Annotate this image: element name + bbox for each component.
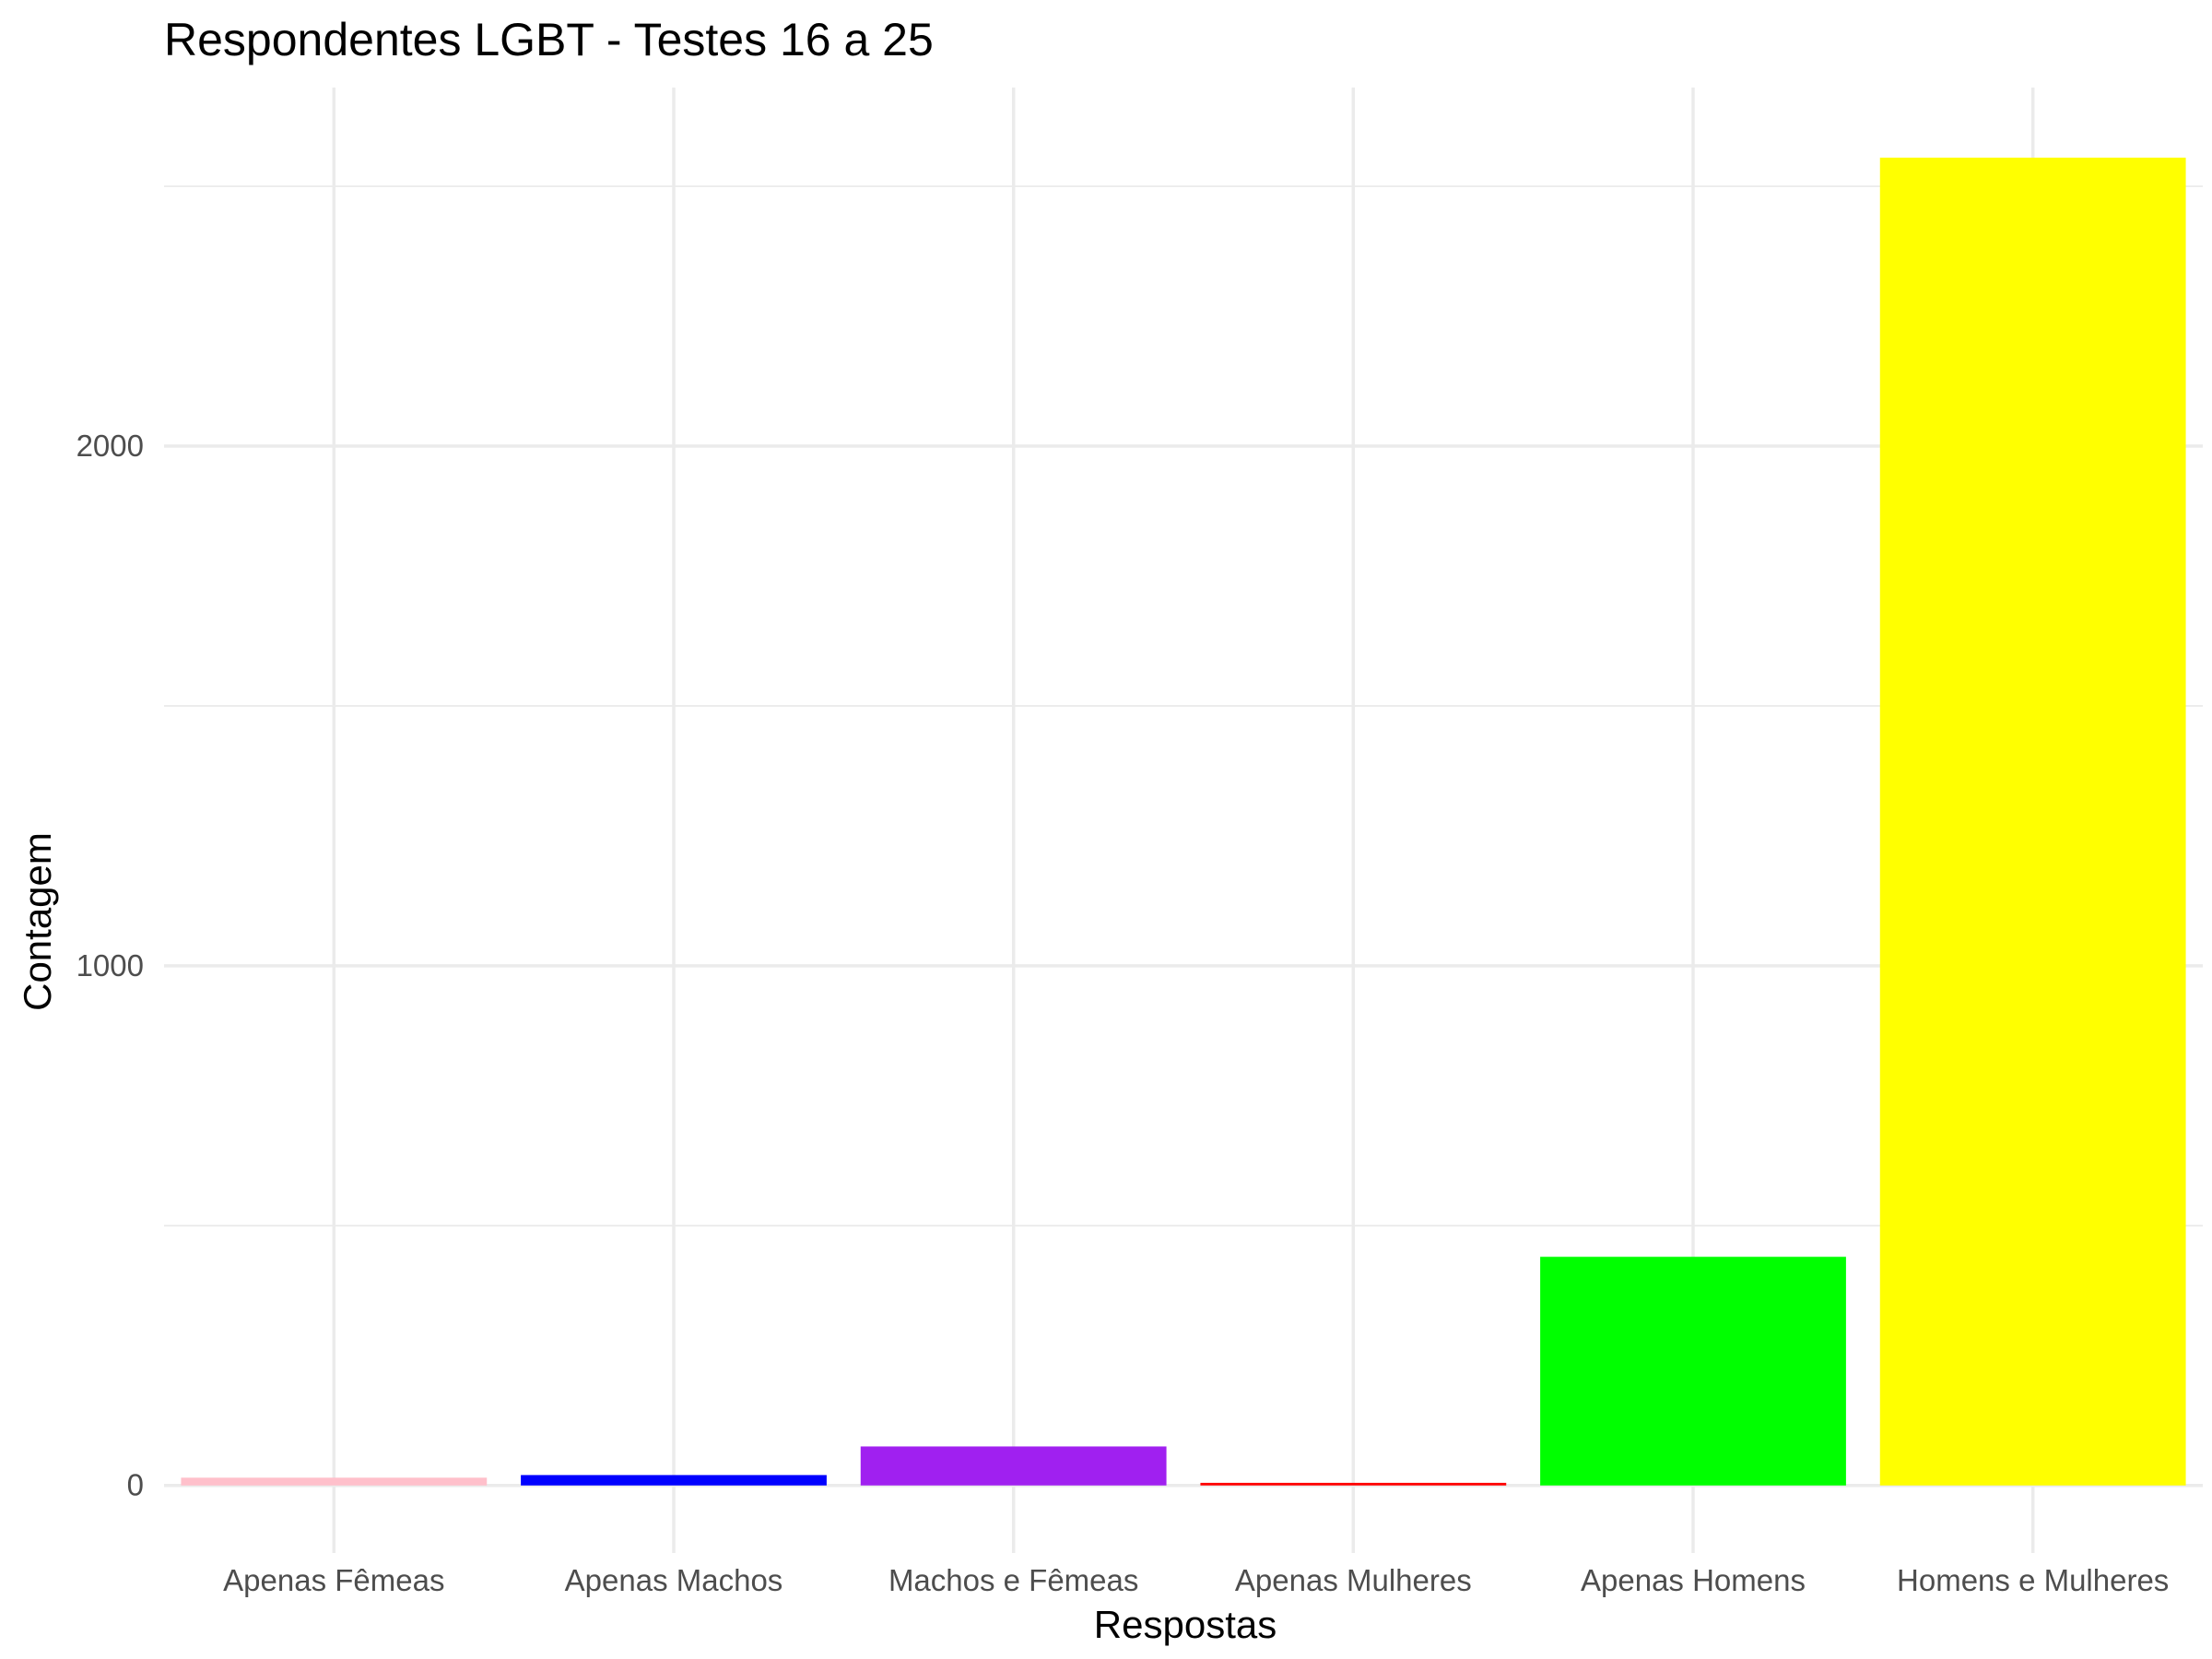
y-tick-label: 2000: [76, 429, 144, 463]
y-axis-title: Contagem: [16, 832, 59, 1011]
x-tick-label: Apenas Homens: [1581, 1563, 1806, 1597]
bar: [1200, 1482, 1507, 1486]
bar: [521, 1475, 827, 1486]
y-axis-ticks: 0 1000 2000: [76, 429, 144, 1502]
x-tick-label: Homens e Mulheres: [1897, 1563, 2169, 1597]
y-tick-label: 1000: [76, 948, 144, 982]
x-tick-label: Apenas Mulheres: [1235, 1563, 1472, 1597]
y-tick-label: 0: [127, 1468, 144, 1502]
bars: [181, 158, 2186, 1486]
x-axis-title: Respostas: [1094, 1603, 1277, 1646]
x-tick-label: Apenas Fêmeas: [223, 1563, 444, 1597]
x-axis-ticks: Apenas Fêmeas Apenas Machos Machos e Fêmea…: [223, 1563, 2169, 1597]
bar: [181, 1477, 488, 1486]
x-tick-label: Apenas Machos: [565, 1563, 783, 1597]
x-tick-label: Machos e Fêmeas: [888, 1563, 1138, 1597]
bar: [1540, 1256, 1846, 1486]
bar: [860, 1446, 1167, 1486]
bar: [1879, 158, 2186, 1486]
chart-title: Respondentes LGBT - Testes 16 a 25: [164, 14, 934, 65]
